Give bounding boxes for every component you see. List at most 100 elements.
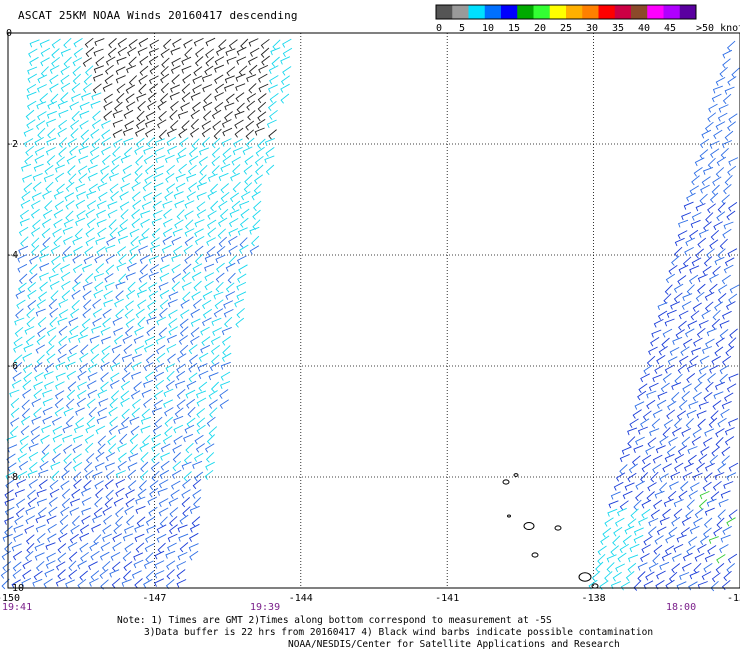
colorbar-label: 10 (482, 23, 494, 34)
wind-barb (116, 262, 127, 271)
wind-barb (64, 192, 75, 202)
wind-barb (94, 496, 103, 508)
wind-barb (219, 399, 229, 409)
wind-barb (228, 218, 239, 228)
wind-barb (65, 579, 75, 588)
wind-barb (721, 274, 731, 285)
wind-barb (29, 39, 40, 48)
wind-barb (108, 443, 117, 454)
wind-barb (248, 83, 257, 94)
wind-barb (62, 434, 73, 443)
wind-barb (192, 298, 202, 309)
wind-barb (70, 93, 81, 102)
wind-barb (168, 309, 178, 319)
wind-barb (178, 335, 188, 345)
wind-barb (176, 399, 186, 410)
wind-barb (608, 500, 619, 509)
wind-barb (5, 479, 15, 490)
wind-barb (144, 336, 155, 345)
wind-barb (85, 424, 96, 434)
wind-barb (97, 435, 107, 446)
wind-barb (120, 209, 129, 220)
wind-barb (69, 325, 79, 336)
wind-barb (190, 92, 201, 101)
wind-barb (43, 578, 53, 588)
wind-barb (133, 381, 142, 392)
wind-barb (722, 228, 732, 239)
wind-barb (145, 570, 155, 581)
wind-barb (69, 145, 78, 156)
wind-barb (142, 181, 152, 192)
wind-barb (103, 93, 113, 104)
wind-barb (75, 217, 86, 227)
wind-barb (170, 47, 181, 56)
wind-barb (693, 381, 703, 392)
wind-barb (7, 444, 18, 453)
wind-barb (704, 301, 714, 312)
wind-barb (52, 433, 63, 443)
wind-barb (194, 228, 204, 238)
wind-barb (260, 38, 270, 49)
wind-barb (160, 73, 170, 84)
wind-barb (153, 172, 164, 182)
wind-barb (30, 227, 41, 237)
wind-barb (21, 163, 32, 172)
wind-barb (80, 129, 89, 140)
wind-barb (631, 455, 641, 466)
wind-barb (77, 381, 87, 391)
wind-barb (15, 498, 26, 509)
wind-barb (52, 228, 62, 238)
wind-barb (194, 434, 204, 445)
y-tick-label: -6 (6, 361, 18, 372)
wind-barb (109, 569, 120, 578)
wind-barb (701, 571, 712, 581)
wind-barb (681, 428, 692, 437)
wind-barb (79, 532, 90, 542)
wind-barb (95, 451, 105, 462)
wind-barb (17, 471, 28, 480)
wind-barb (188, 155, 199, 165)
wind-barb (107, 435, 117, 445)
wind-barb (703, 392, 713, 402)
wind-barb (61, 470, 70, 481)
wind-barb (112, 353, 121, 365)
wind-barb (269, 93, 279, 103)
colorbar-label: 25 (560, 23, 572, 34)
wind-barb (700, 446, 710, 456)
wind-barb (54, 398, 64, 409)
wind-barb (30, 200, 41, 210)
wind-barb (724, 436, 735, 446)
wind-barb (652, 409, 663, 419)
wind-barb (162, 218, 173, 228)
wind-barb (105, 244, 116, 253)
wind-barb (700, 184, 710, 194)
wind-barb (71, 289, 81, 300)
wind-barb (678, 320, 687, 331)
wind-barb (71, 515, 80, 527)
wind-barb (213, 308, 224, 318)
wind-barb (16, 299, 26, 309)
wind-barb (600, 535, 610, 546)
wind-barb (146, 136, 155, 148)
wind-barb (53, 235, 62, 247)
wind-barb (258, 83, 269, 93)
wind-barb (58, 325, 68, 336)
wind-barb (641, 544, 651, 554)
colorbar-label: 5 (459, 23, 465, 34)
wind-barb (146, 326, 156, 336)
wind-barb (234, 127, 244, 138)
wind-barb (93, 65, 104, 74)
wind-barb (27, 300, 37, 310)
wind-barb (282, 38, 292, 48)
wind-barb (51, 453, 61, 463)
wind-barb (79, 110, 90, 119)
wind-barb (243, 182, 253, 193)
wind-barb (227, 272, 236, 284)
wind-barb (148, 290, 159, 300)
wind-barb (52, 443, 63, 454)
wind-barb (715, 337, 725, 348)
wind-barb (257, 73, 268, 83)
wind-barb (119, 433, 128, 445)
wind-barb (698, 499, 708, 510)
wind-barb (75, 199, 86, 209)
